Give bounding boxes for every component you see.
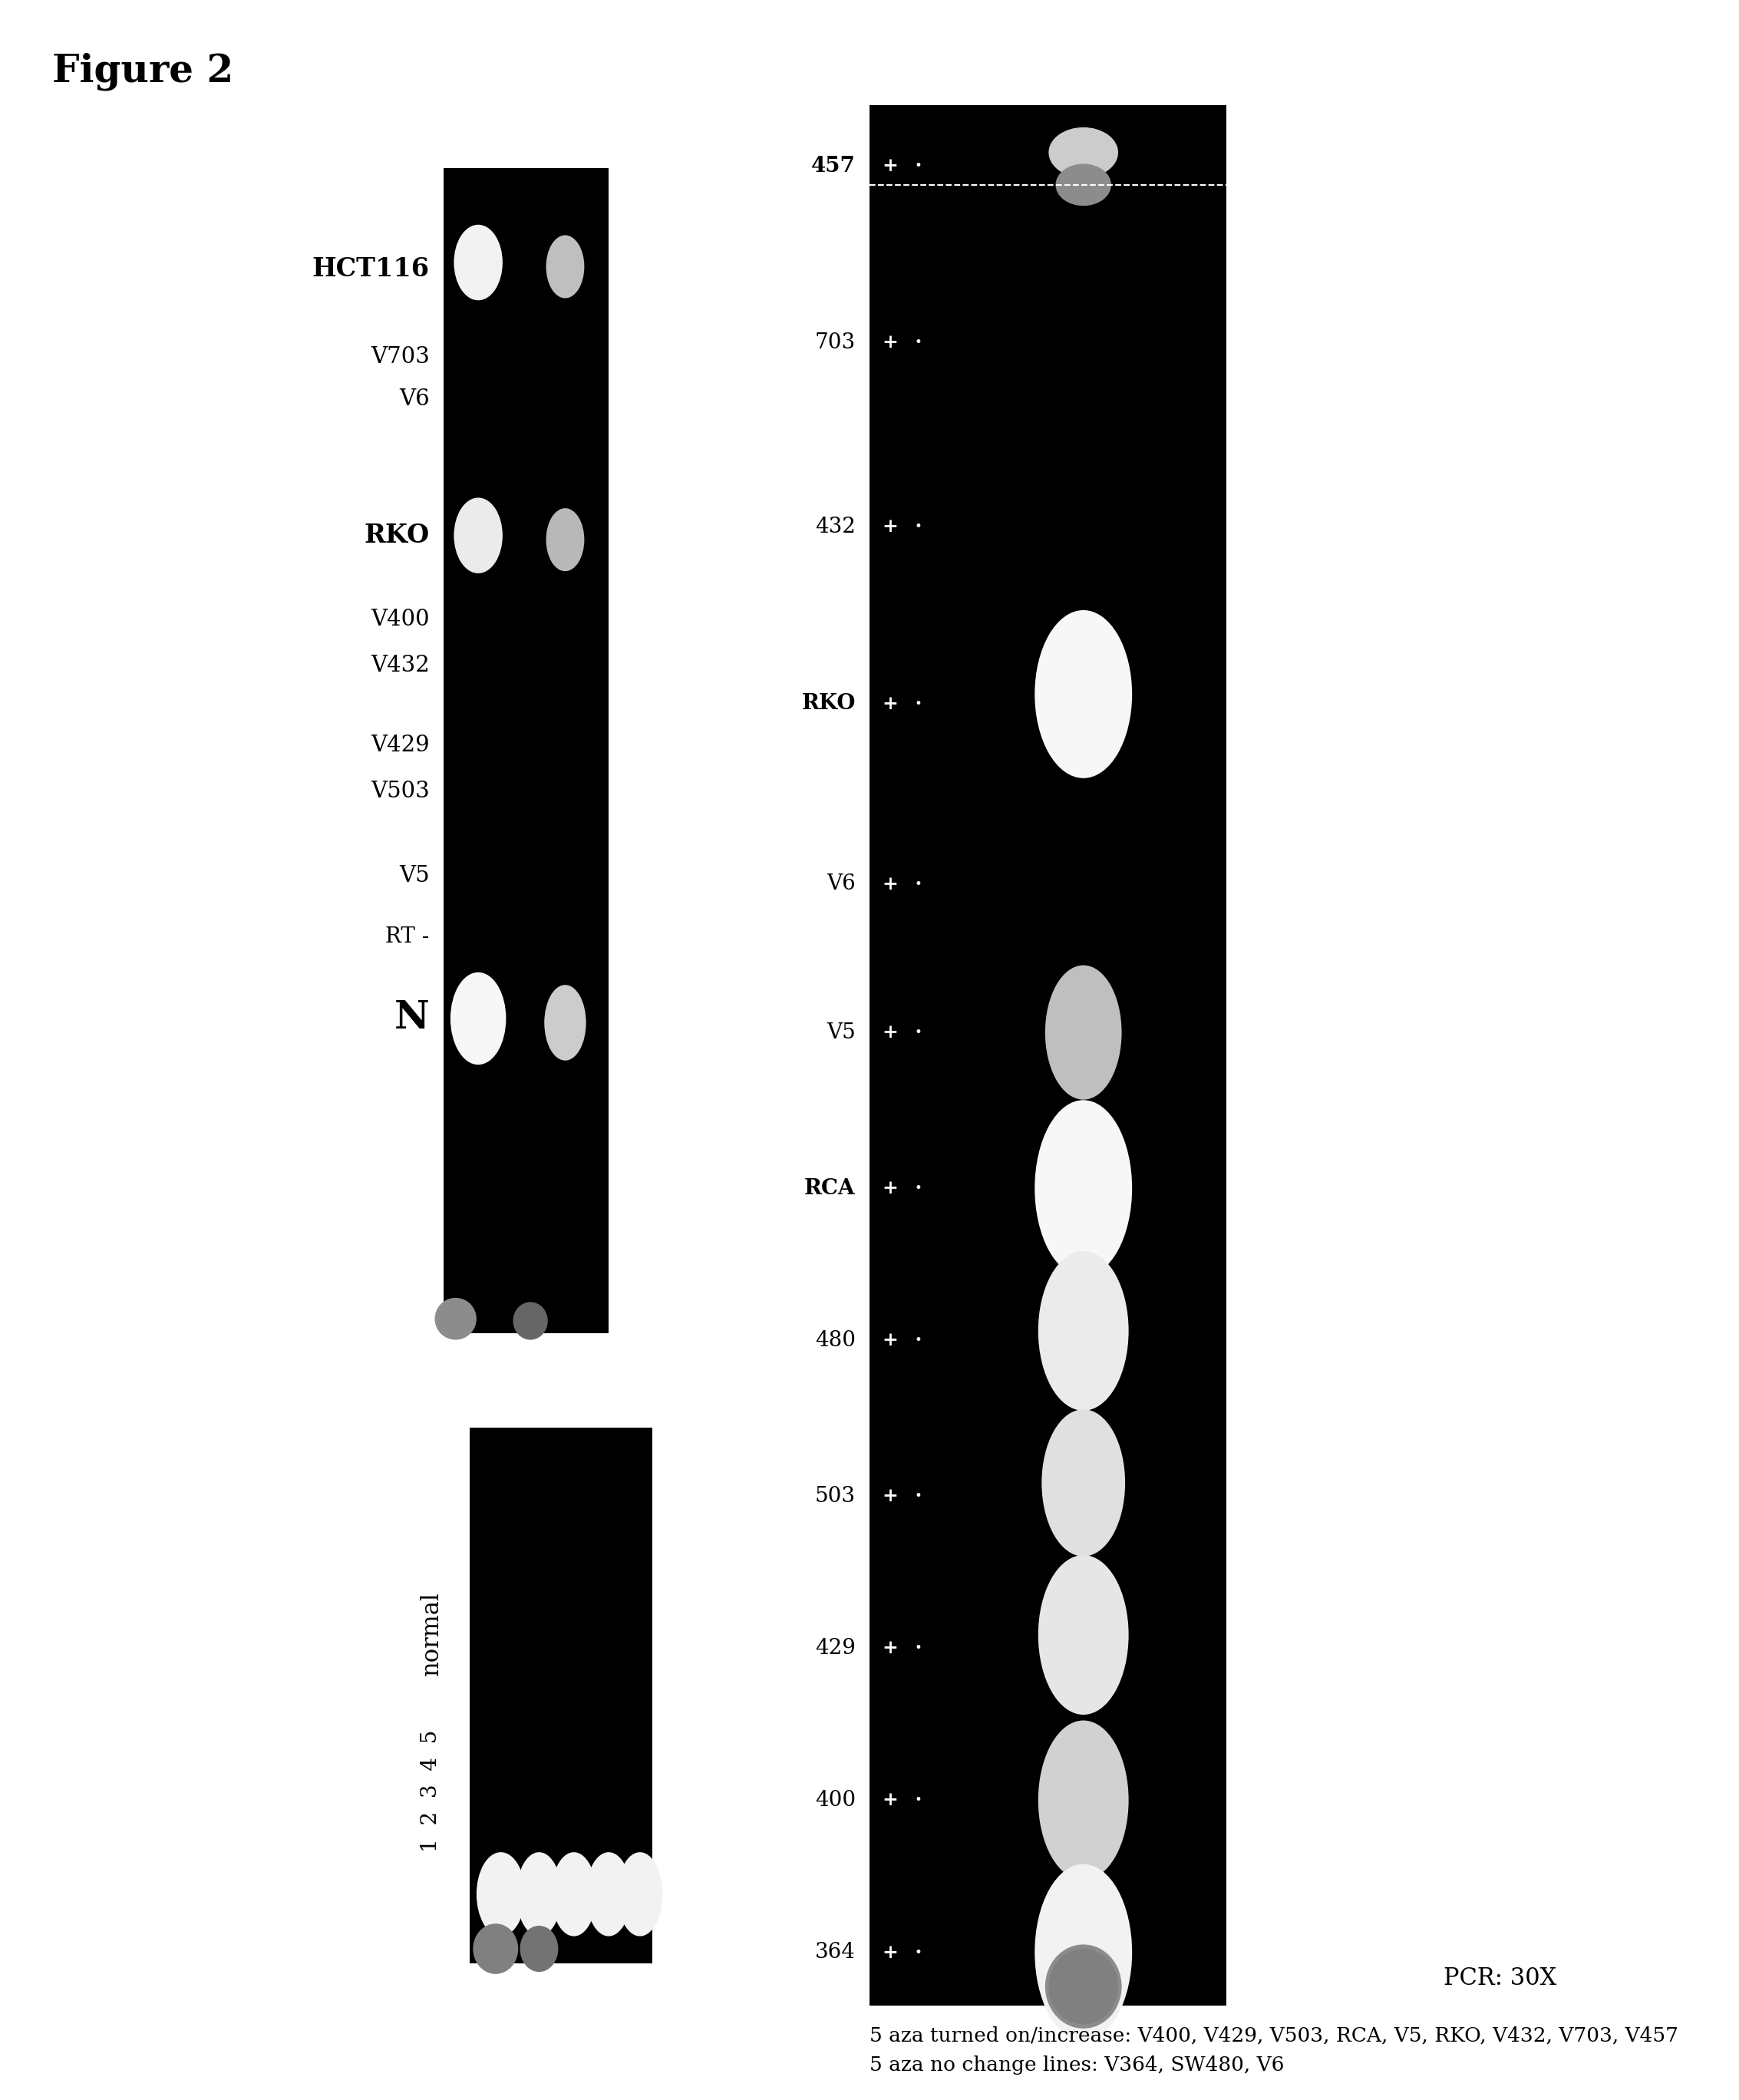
Text: V5: V5: [826, 1023, 856, 1044]
Bar: [470, 1428, 652, 1964]
Text: RKO: RKO: [802, 693, 856, 714]
Text: RKO: RKO: [363, 523, 430, 548]
Ellipse shape: [1045, 966, 1122, 1100]
Ellipse shape: [1049, 128, 1118, 179]
Text: normal: normal: [419, 1592, 443, 1676]
Text: 480: 480: [816, 1329, 856, 1350]
Text: V6: V6: [398, 388, 430, 410]
Ellipse shape: [544, 985, 586, 1061]
Text: V429: V429: [370, 735, 430, 756]
Text: 429: 429: [816, 1638, 856, 1659]
Ellipse shape: [1045, 1945, 1122, 2029]
Text: 5 aza no change lines: V364, SW480, V6: 5 aza no change lines: V364, SW480, V6: [870, 2056, 1283, 2075]
Ellipse shape: [546, 235, 584, 298]
Ellipse shape: [1038, 1556, 1129, 1716]
Text: +: +: [882, 1331, 899, 1350]
Text: 703: 703: [816, 332, 856, 353]
Text: •: •: [915, 1793, 922, 1808]
Text: +: +: [882, 1178, 899, 1197]
Text: 400: 400: [816, 1789, 856, 1810]
Text: +: +: [882, 1943, 899, 1961]
Text: •: •: [915, 878, 922, 890]
Text: +: +: [882, 1638, 899, 1657]
Ellipse shape: [473, 1924, 518, 1974]
Text: V5: V5: [400, 865, 430, 886]
Text: V432: V432: [370, 655, 430, 676]
Text: V400: V400: [370, 609, 430, 630]
Text: Figure 2: Figure 2: [52, 53, 233, 90]
Text: V503: V503: [370, 781, 430, 802]
Ellipse shape: [435, 1298, 476, 1340]
Text: RT -: RT -: [386, 926, 430, 947]
Text: •: •: [915, 1334, 922, 1348]
Bar: [443, 168, 609, 1334]
Ellipse shape: [450, 972, 506, 1065]
Text: •: •: [915, 336, 922, 349]
Text: V6: V6: [826, 874, 856, 895]
Text: +: +: [882, 158, 899, 174]
Bar: [870, 105, 1226, 2006]
Ellipse shape: [516, 1852, 562, 1936]
Ellipse shape: [1056, 164, 1111, 206]
Text: +: +: [882, 519, 899, 536]
Ellipse shape: [1042, 1409, 1125, 1556]
Text: 364: 364: [816, 1943, 856, 1964]
Ellipse shape: [1035, 1865, 1132, 2041]
Text: •: •: [915, 697, 922, 710]
Ellipse shape: [1049, 1949, 1118, 2024]
Text: +: +: [882, 1791, 899, 1810]
Text: •: •: [915, 160, 922, 172]
Ellipse shape: [513, 1302, 548, 1340]
Text: +: +: [882, 1487, 899, 1506]
Text: HCT116: HCT116: [311, 256, 430, 281]
Text: 5 aza turned on/increase: V400, V429, V503, RCA, V5, RKO, V432, V703, V457: 5 aza turned on/increase: V400, V429, V5…: [870, 2026, 1678, 2045]
Text: RCA: RCA: [805, 1178, 856, 1199]
Text: N: N: [395, 1000, 430, 1037]
Text: +: +: [882, 1023, 899, 1042]
Ellipse shape: [1038, 1252, 1129, 1411]
Ellipse shape: [1035, 611, 1132, 779]
Ellipse shape: [476, 1852, 525, 1936]
Text: •: •: [915, 1489, 922, 1504]
Text: PCR: 30X: PCR: 30X: [1443, 1966, 1556, 1991]
Text: +: +: [882, 695, 899, 712]
Ellipse shape: [551, 1852, 596, 1936]
Text: 432: 432: [816, 517, 856, 538]
Text: •: •: [915, 521, 922, 533]
Ellipse shape: [617, 1852, 663, 1936]
Ellipse shape: [586, 1852, 631, 1936]
Text: +: +: [882, 334, 899, 353]
Ellipse shape: [1038, 1720, 1129, 1880]
Ellipse shape: [454, 498, 503, 573]
Ellipse shape: [520, 1926, 558, 1972]
Ellipse shape: [454, 225, 503, 300]
Text: 457: 457: [810, 155, 856, 176]
Text: •: •: [915, 1945, 922, 1959]
Text: 503: 503: [816, 1487, 856, 1506]
Ellipse shape: [546, 508, 584, 571]
Ellipse shape: [1035, 1100, 1132, 1277]
Text: •: •: [915, 1025, 922, 1040]
Text: •: •: [915, 1642, 922, 1655]
Text: V703: V703: [370, 346, 430, 368]
Text: •: •: [915, 1182, 922, 1195]
Text: +: +: [882, 876, 899, 892]
Text: 1  2  3  4  5: 1 2 3 4 5: [421, 1730, 442, 1852]
